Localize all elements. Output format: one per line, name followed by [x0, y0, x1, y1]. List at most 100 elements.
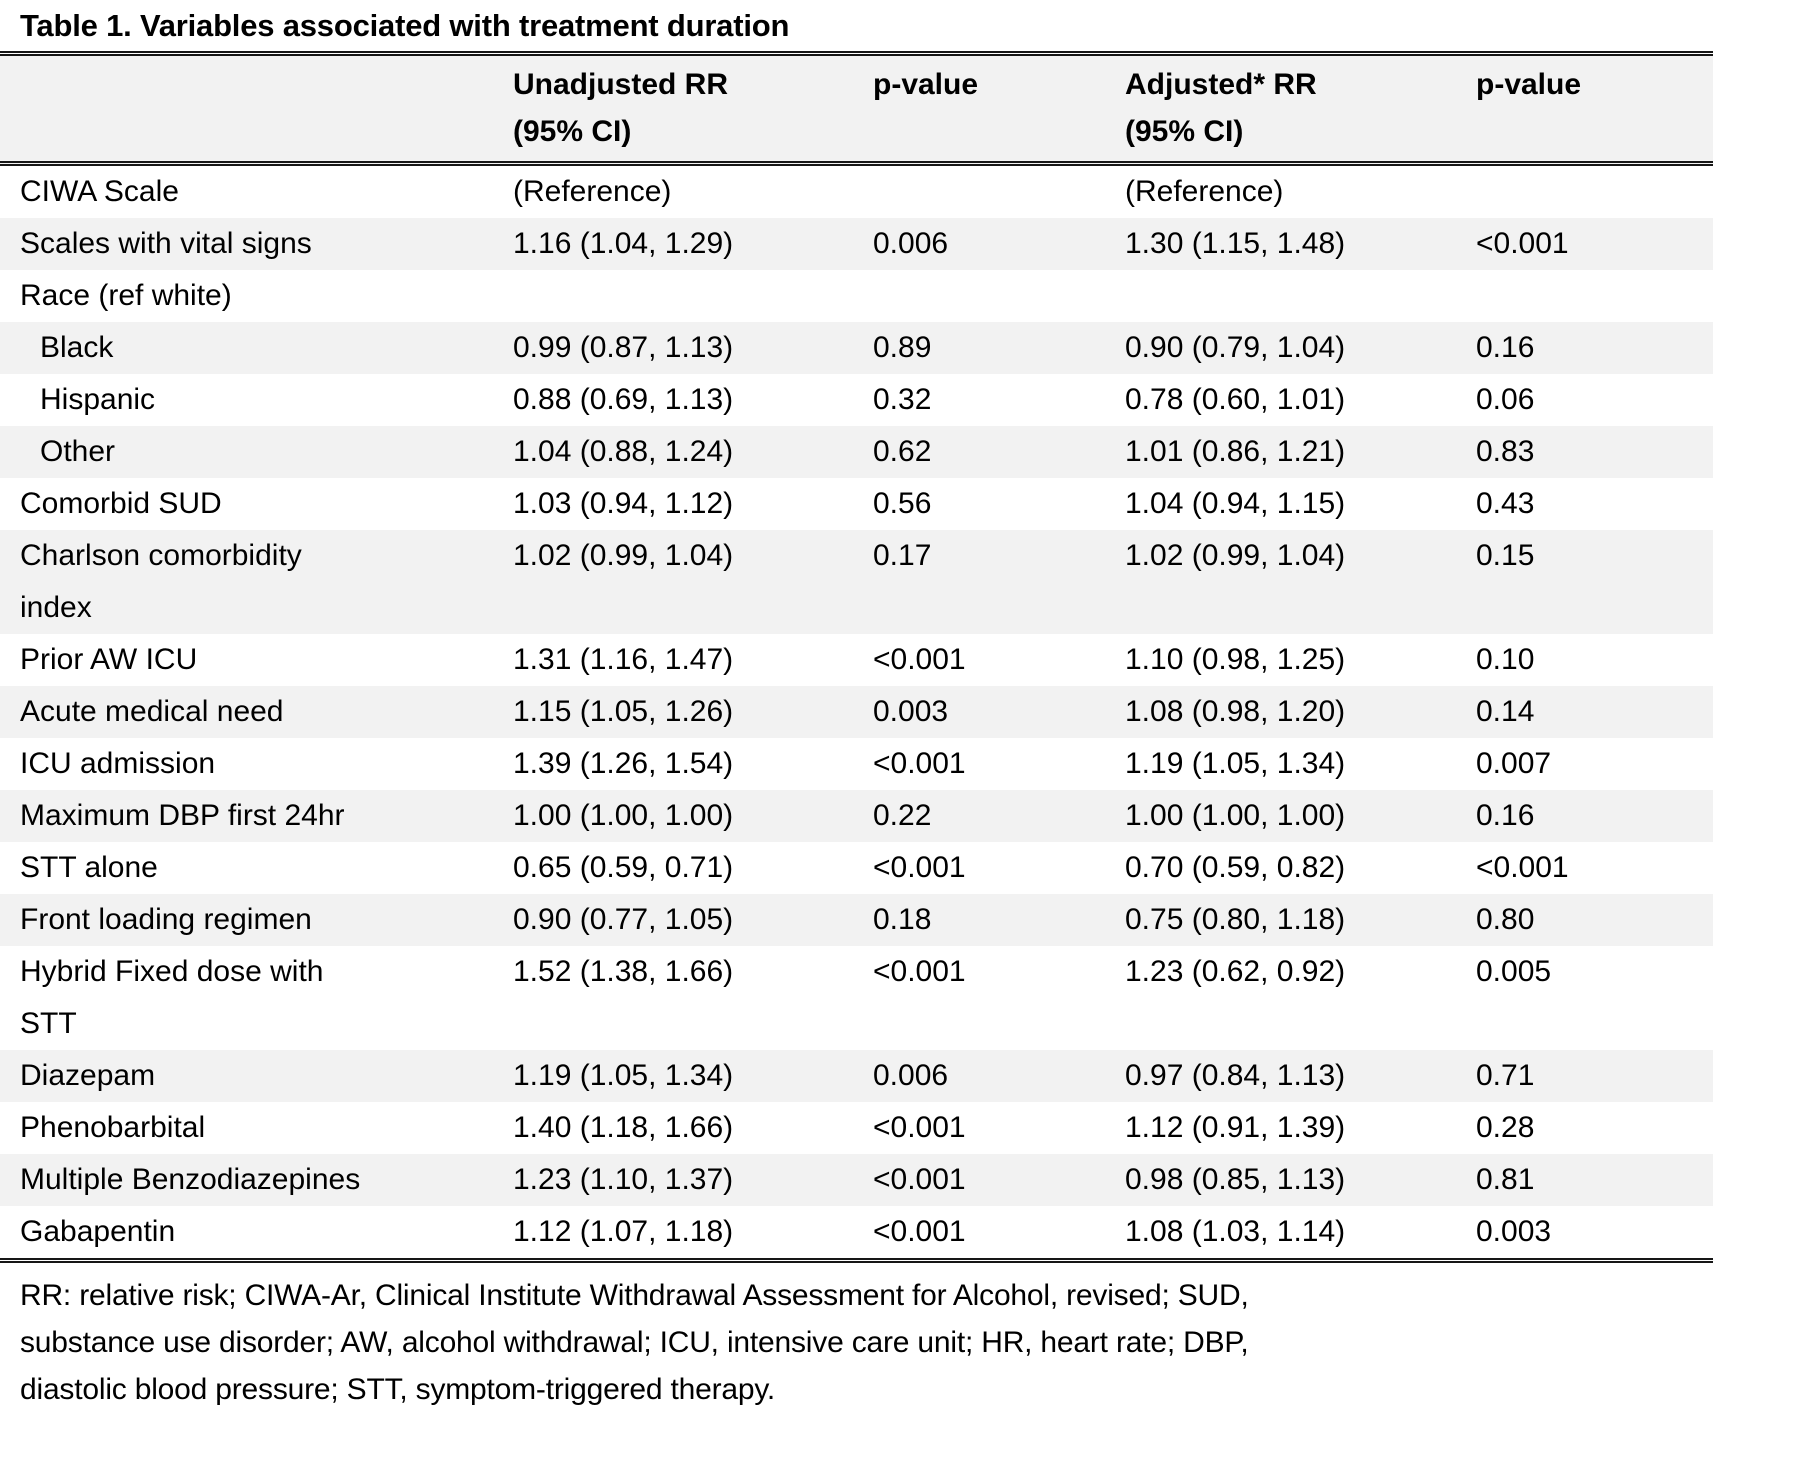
table-row: Scales with vital signs 1.16 (1.04, 1.29)…	[0, 218, 1713, 270]
table-row: Prior AW ICU 1.31 (1.16, 1.47) <0.001 1.10 …	[0, 634, 1713, 686]
adjusted-p-cell: 0.16	[1476, 331, 1535, 364]
adjusted-p-cell: <0.001	[1476, 851, 1569, 884]
row-label-cell: Multiple Benzodiazepines	[20, 1163, 361, 1196]
adjusted-p-cell: 0.15	[1476, 539, 1535, 572]
table-row: Black 0.99 (0.87, 1.13) 0.89 0.90 (0.79, 1.…	[0, 322, 1713, 374]
table-row: Other 1.04 (0.88, 1.24) 0.62 1.01 (0.86, 1.…	[0, 426, 1713, 478]
col-header-p-unadjusted: p-value	[873, 51, 1125, 166]
header-row: Unadjusted RR (95% CI) p-value Adjusted*…	[0, 51, 1713, 166]
table-header: Unadjusted RR (95% CI) p-value Adjusted*…	[0, 51, 1713, 166]
unadjusted-rr-cell: 1.52 (1.38, 1.66)	[513, 955, 734, 988]
unadjusted-p-cell: 0.62	[873, 435, 932, 468]
table-row: ICU admission 1.39 (1.26, 1.54) <0.001 1.19…	[0, 738, 1713, 790]
table-row: Race (ref white)	[0, 270, 1713, 322]
adjusted-p-cell: 0.71	[1476, 1059, 1535, 1092]
unadjusted-rr-cell: 1.03 (0.94, 1.12)	[513, 487, 734, 520]
adjusted-rr-cell: 0.70 (0.59, 0.82)	[1125, 851, 1346, 884]
unadjusted-p-cell	[873, 270, 1125, 322]
footnote-line: RR: relative risk; CIWA-Ar, Clinical Ins…	[20, 1279, 1249, 1312]
adjusted-rr-cell: 1.12 (0.91, 1.39)	[1125, 1111, 1346, 1144]
col-header-adjusted-rr-line2: (95% CI)	[1125, 115, 1244, 148]
row-label-cell: Maximum DBP first 24hr	[20, 799, 345, 832]
unadjusted-rr-cell: 1.40 (1.18, 1.66)	[513, 1111, 734, 1144]
row-label-cell: CIWA Scale	[20, 175, 179, 208]
table-row: Gabapentin 1.12 (1.07, 1.18) <0.001 1.08 (1…	[0, 1206, 1713, 1263]
footnote-line: substance use disorder; AW, alcohol with…	[20, 1326, 1249, 1359]
unadjusted-p-cell: <0.001	[873, 1111, 966, 1144]
col-header-unadjusted-rr-line1: Unadjusted RR	[513, 68, 729, 101]
unadjusted-p-cell: <0.001	[873, 851, 966, 884]
table-row: CIWA Scale (Reference) (Reference)	[0, 164, 1713, 219]
col-header-p-adjusted: p-value	[1476, 51, 1713, 166]
adjusted-p-cell: 0.10	[1476, 643, 1535, 676]
table-row: Phenobarbital 1.40 (1.18, 1.66) <0.001 1.12…	[0, 1102, 1713, 1154]
unadjusted-p-cell: <0.001	[873, 955, 966, 988]
unadjusted-p-cell: 0.22	[873, 799, 932, 832]
table-row: STT alone 0.65 (0.59, 0.71) <0.001 0.70 (0.…	[0, 842, 1713, 894]
row-label-cell: Scales with vital signs	[20, 227, 312, 260]
adjusted-p-cell: 0.81	[1476, 1163, 1535, 1196]
adjusted-rr-cell: 0.98 (0.85, 1.13)	[1125, 1163, 1346, 1196]
col-header-unadjusted-rr: Unadjusted RR (95% CI)	[513, 51, 873, 166]
adjusted-p-cell: 0.005	[1476, 955, 1552, 988]
row-label-cell: Comorbid SUD	[20, 487, 222, 520]
row-label-cell: Hybrid Fixed dose with STT	[20, 955, 324, 1040]
row-label-cell: STT alone	[20, 851, 158, 884]
col-header-variable	[0, 51, 513, 166]
row-label-cell: Diazepam	[20, 1059, 156, 1092]
unadjusted-p-cell: <0.001	[873, 643, 966, 676]
unadjusted-rr-cell: 1.19 (1.05, 1.34)	[513, 1059, 734, 1092]
adjusted-rr-cell: 0.78 (0.60, 1.01)	[1125, 383, 1346, 416]
adjusted-rr-cell: 1.04 (0.94, 1.15)	[1125, 487, 1346, 520]
footnote-line: diastolic blood pressure; STT, symptom-t…	[20, 1373, 776, 1406]
adjusted-p-cell	[1476, 270, 1713, 322]
table-row: Acute medical need 1.15 (1.05, 1.26) 0.003…	[0, 686, 1713, 738]
unadjusted-rr-cell: 0.90 (0.77, 1.05)	[513, 903, 734, 936]
table-row: Maximum DBP first 24hr 1.00 (1.00, 1.00) 0…	[0, 790, 1713, 842]
adjusted-rr-cell: (Reference)	[1125, 175, 1284, 208]
row-label-cell: Gabapentin	[0, 1206, 513, 1263]
adjusted-rr-cell: 0.97 (0.84, 1.13)	[1125, 1059, 1346, 1092]
adjusted-rr-cell: 1.08 (1.03, 1.14)	[1125, 1206, 1476, 1263]
unadjusted-p-cell: <0.001	[873, 1163, 966, 1196]
unadjusted-p-cell: 0.56	[873, 487, 932, 520]
unadjusted-p-cell: 0.32	[873, 383, 932, 416]
unadjusted-p-cell: 0.17	[873, 539, 932, 572]
adjusted-rr-cell: 1.30 (1.15, 1.48)	[1125, 227, 1346, 260]
unadjusted-rr-cell: 1.15 (1.05, 1.26)	[513, 695, 734, 728]
adjusted-p-cell: 0.43	[1476, 487, 1535, 520]
row-label-cell: Black	[40, 331, 114, 364]
adjusted-rr-cell	[1125, 270, 1476, 322]
adjusted-p-cell: 0.80	[1476, 903, 1535, 936]
adjusted-rr-cell: 1.23 (0.62, 0.92)	[1125, 955, 1346, 988]
row-label-cell: Phenobarbital	[20, 1111, 206, 1144]
unadjusted-rr-cell: 0.65 (0.59, 0.71)	[513, 851, 734, 884]
row-label-cell: Charlson comorbidity index	[20, 539, 302, 624]
table-row: Diazepam 1.19 (1.05, 1.34) 0.006 0.97 (0.84…	[0, 1050, 1713, 1102]
adjusted-p-cell	[1476, 164, 1713, 219]
unadjusted-rr-cell: 1.16 (1.04, 1.29)	[513, 227, 734, 260]
table-row: Multiple Benzodiazepines 1.23 (1.10, 1.37…	[0, 1154, 1713, 1206]
table-row: Hybrid Fixed dose with STT 1.52 (1.38, 1.…	[0, 946, 1713, 1050]
unadjusted-p-cell: 0.006	[873, 1059, 949, 1092]
adjusted-p-cell: 0.003	[1476, 1206, 1713, 1263]
adjusted-p-cell: 0.06	[1476, 383, 1535, 416]
table-body: CIWA Scale (Reference) (Reference) Scales w…	[0, 164, 1713, 1263]
table-row: Front loading regimen 0.90 (0.77, 1.05) 0.…	[0, 894, 1713, 946]
adjusted-rr-cell: 0.90 (0.79, 1.04)	[1125, 331, 1346, 364]
unadjusted-rr-cell: 1.12 (1.07, 1.18)	[513, 1206, 873, 1263]
unadjusted-p-cell: 0.006	[873, 227, 949, 260]
adjusted-p-cell: <0.001	[1476, 227, 1569, 260]
adjusted-rr-cell: 1.02 (0.99, 1.04)	[1125, 539, 1346, 572]
unadjusted-p-cell: <0.001	[873, 1206, 1125, 1263]
adjusted-p-cell: 0.16	[1476, 799, 1535, 832]
unadjusted-p-cell: 0.89	[873, 331, 932, 364]
adjusted-rr-cell: 1.10 (0.98, 1.25)	[1125, 643, 1346, 676]
unadjusted-p-cell: 0.18	[873, 903, 932, 936]
unadjusted-rr-cell: 1.00 (1.00, 1.00)	[513, 799, 734, 832]
adjusted-rr-cell: 1.00 (1.00, 1.00)	[1125, 799, 1346, 832]
unadjusted-rr-cell	[513, 270, 873, 322]
unadjusted-rr-cell: 0.88 (0.69, 1.13)	[513, 383, 734, 416]
row-label-cell: Hispanic	[40, 383, 156, 416]
